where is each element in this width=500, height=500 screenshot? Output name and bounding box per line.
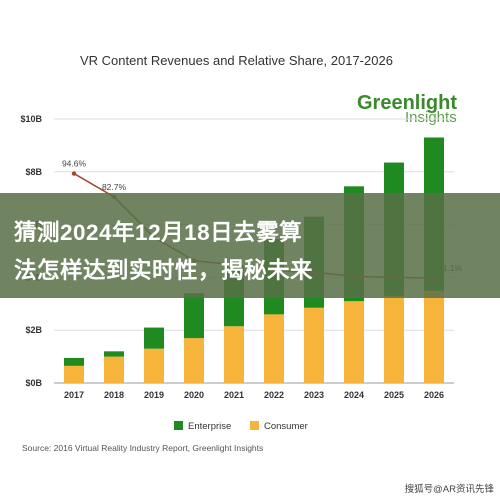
bar-consumer-2023 — [304, 307, 324, 383]
x-tick-label: 2022 — [264, 390, 284, 400]
y-tick-label: $0B — [25, 378, 42, 388]
x-tick-label: 2020 — [184, 390, 204, 400]
logo: Greenlight Insights — [357, 92, 457, 126]
logo-insights: Insights — [405, 109, 457, 126]
bar-enterprise-2018 — [104, 351, 124, 357]
y-tick-label: $10B — [20, 114, 42, 124]
source-note: Source: 2016 Virtual Reality Industry Re… — [22, 443, 263, 453]
legend-label-enterprise: Enterprise — [188, 421, 231, 432]
bar-consumer-2024 — [344, 301, 364, 383]
bar-consumer-2022 — [264, 314, 284, 383]
headline-line-1: 猜测2024年12月18日去雾算 — [14, 220, 303, 245]
share-label: 82.7% — [102, 182, 127, 192]
legend-swatch-enterprise — [174, 421, 183, 430]
logo-greenlight: Greenlight — [357, 92, 457, 114]
x-axis: 2017 2018 2019 2020 2021 2022 2023 2024 2025 2026 — [64, 390, 444, 400]
y-tick-label: $8B — [25, 167, 42, 177]
bar-consumer-2020 — [184, 338, 204, 383]
x-tick-label: 2021 — [224, 390, 244, 400]
headline-line-2: 法怎样达到实时性，揭秘未来 — [14, 258, 314, 283]
share-point — [71, 171, 77, 176]
bar-consumer-2026 — [424, 290, 444, 383]
legend-label-consumer: Consumer — [264, 421, 308, 432]
bar-enterprise-2017 — [64, 357, 84, 366]
x-tick-label: 2024 — [344, 390, 364, 400]
bar-consumer-2019 — [144, 348, 164, 383]
bar-enterprise-2019 — [144, 327, 164, 349]
bar-consumer-2021 — [224, 326, 244, 383]
x-tick-label: 2023 — [304, 390, 324, 400]
share-label: 94.6% — [62, 159, 87, 169]
x-tick-label: 2018 — [104, 390, 124, 400]
chart-title: VR Content Revenues and Relative Share, … — [80, 53, 393, 68]
headline-banner: 猜测2024年12月18日去雾算 法怎样达到实时性，揭秘未来 — [0, 193, 500, 298]
bar-consumer-2025 — [384, 295, 404, 383]
bar-enterprise-2020 — [184, 293, 204, 339]
bar-consumer-2017 — [64, 365, 84, 383]
x-tick-label: 2019 — [144, 390, 164, 400]
watermark: 搜狐号@AR资讯先锋 — [404, 484, 494, 495]
x-tick-label: 2026 — [424, 390, 444, 400]
x-tick-label: 2017 — [64, 390, 84, 400]
y-tick-label: $2B — [25, 325, 42, 335]
legend-swatch-consumer — [250, 421, 259, 430]
x-tick-label: 2025 — [384, 390, 404, 400]
bar-consumer-2018 — [104, 356, 124, 383]
legend: Enterprise Consumer — [174, 421, 308, 432]
